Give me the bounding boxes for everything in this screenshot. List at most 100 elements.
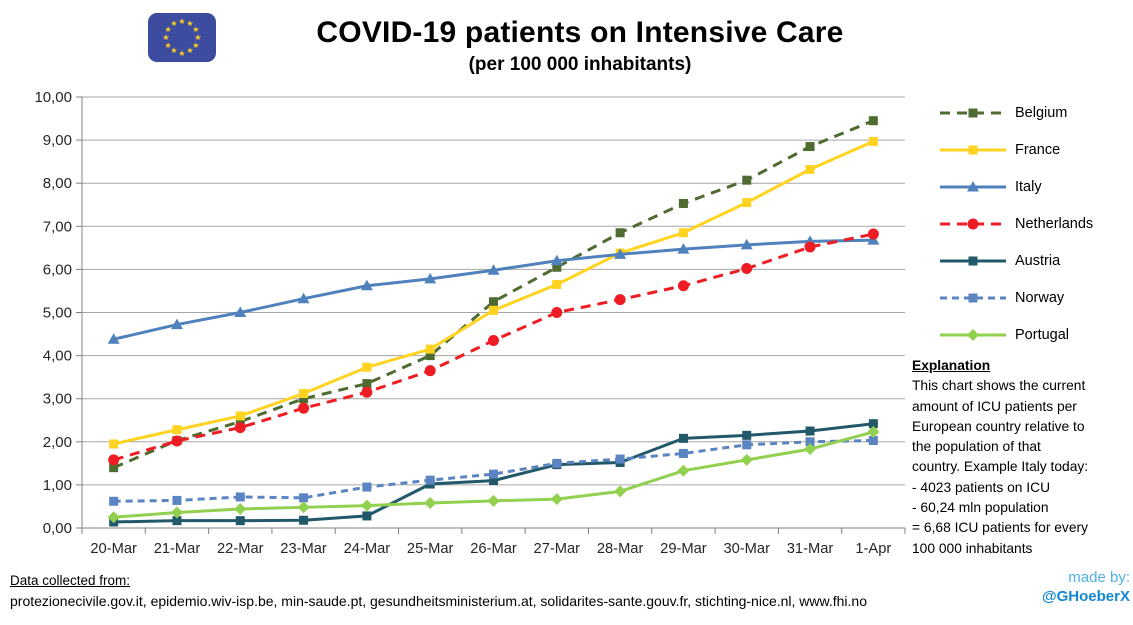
y-tick-label: 9,00 <box>43 132 72 149</box>
data-point-marker <box>804 241 816 253</box>
legend-item-austria: Austria <box>940 249 1130 273</box>
x-tick-label: 31-Mar <box>787 541 834 557</box>
sources-list: protezionecivile.gov.it, epidemio.wiv-is… <box>10 593 867 609</box>
x-tick-label: 22-Mar <box>217 541 264 557</box>
data-point-marker <box>172 516 182 526</box>
series-line <box>113 238 874 341</box>
data-point-marker <box>868 419 878 429</box>
data-point-marker <box>235 417 245 427</box>
data-point-marker <box>677 280 689 292</box>
data-point-marker <box>968 293 978 303</box>
legend-item-italy: Italy <box>940 175 1130 199</box>
eu-star-icon: ★ <box>192 24 200 34</box>
made-by-handle[interactable]: @GHoeberX <box>1042 588 1130 605</box>
explanation-line: the population of that <box>912 439 1041 455</box>
data-point-marker <box>109 463 119 473</box>
data-point-marker <box>550 493 563 506</box>
page-subtitle: (per 100 000 inhabitants) <box>468 54 692 75</box>
made-by-label: made by: <box>1068 569 1130 586</box>
data-point-marker <box>107 333 120 344</box>
data-point-marker <box>552 279 562 289</box>
data-point-marker <box>235 516 245 526</box>
x-tick-label: 21-Mar <box>154 541 201 557</box>
x-tick-label: 27-Mar <box>534 541 581 557</box>
data-point-marker <box>172 425 182 435</box>
eu-star-icon: ★ <box>178 48 186 58</box>
data-point-marker <box>299 493 309 503</box>
data-point-marker <box>615 454 625 464</box>
data-point-marker <box>487 494 500 507</box>
legend-line-sample <box>940 105 1006 121</box>
eu-star-icon: ★ <box>164 40 172 50</box>
data-point-marker <box>234 306 247 317</box>
legend-label: France <box>1015 142 1061 158</box>
legend-line-sample <box>940 253 1006 269</box>
x-tick-label: 20-Mar <box>90 541 137 557</box>
legend-label: Italy <box>1015 179 1042 195</box>
data-point-marker <box>170 318 183 330</box>
data-point-marker <box>678 448 688 458</box>
data-point-marker <box>677 464 690 477</box>
data-point-marker <box>425 344 435 354</box>
series-belgium <box>109 116 878 473</box>
data-point-marker <box>742 175 752 185</box>
data-point-marker <box>741 263 753 275</box>
explanation-panel: Explanation This chart shows the current… <box>912 356 1133 559</box>
data-point-marker <box>550 254 563 266</box>
y-tick-label: 7,00 <box>43 218 72 235</box>
data-point-marker <box>107 511 120 524</box>
data-point-marker <box>967 218 979 230</box>
data-point-marker <box>299 389 309 399</box>
data-point-marker <box>234 503 247 516</box>
legend-label: Austria <box>1015 253 1061 269</box>
data-point-marker <box>171 435 183 447</box>
series-portugal <box>107 425 880 524</box>
explanation-line: This chart shows the current <box>912 378 1086 394</box>
legend-line-sample <box>940 142 1006 158</box>
data-point-marker <box>297 292 310 304</box>
data-point-marker <box>489 305 498 315</box>
chart-legend: Belgium France Italy Netherlands Austria Norw… <box>940 101 1130 360</box>
eu-star-icon: ★ <box>170 46 178 56</box>
x-tick-label: 1-Apr <box>855 541 891 557</box>
legend-line-sample <box>940 216 1006 232</box>
explanation-line: amount of ICU patients per <box>912 398 1077 414</box>
y-tick-label: 8,00 <box>43 175 72 192</box>
data-point-marker <box>487 264 500 275</box>
legend-item-france: France <box>940 138 1130 162</box>
x-tick-label: 25-Mar <box>407 541 454 557</box>
legend-item-norway: Norway <box>940 286 1130 310</box>
data-point-marker <box>867 425 880 438</box>
legend-item-netherlands: Netherlands <box>940 212 1130 236</box>
data-point-marker <box>740 238 753 250</box>
data-point-marker <box>235 492 245 502</box>
legend-item-portugal: Portugal <box>940 323 1130 347</box>
data-point-marker <box>968 108 978 118</box>
x-tick-label: 29-Mar <box>660 541 707 557</box>
data-point-marker <box>552 262 562 272</box>
y-tick-label: 2,00 <box>43 434 72 451</box>
series-line <box>113 119 874 470</box>
data-point-marker <box>678 198 688 208</box>
sources-label: Data collected from: <box>10 573 131 588</box>
data-point-marker <box>425 351 435 361</box>
data-point-marker <box>868 116 878 126</box>
data-point-marker <box>298 402 310 414</box>
data-point-marker <box>360 279 373 291</box>
series-italy <box>107 234 880 344</box>
page-title: COVID-19 patients on Intensive Care <box>316 16 844 49</box>
data-point-marker <box>804 443 817 456</box>
data-point-marker <box>677 243 690 254</box>
credit-block: made by: @GHoeberX <box>1016 569 1130 605</box>
legend-item-belgium: Belgium <box>940 101 1130 125</box>
y-tick-label: 1,00 <box>43 477 72 494</box>
data-point-marker <box>362 379 372 389</box>
data-point-marker <box>170 506 183 519</box>
chart-header: COVID-19 patients on Intensive Care (per… <box>60 16 1100 76</box>
data-point-marker <box>678 228 688 238</box>
data-point-marker <box>868 436 878 446</box>
data-point-marker <box>235 411 245 421</box>
x-tick-label: 24-Mar <box>344 541 391 557</box>
